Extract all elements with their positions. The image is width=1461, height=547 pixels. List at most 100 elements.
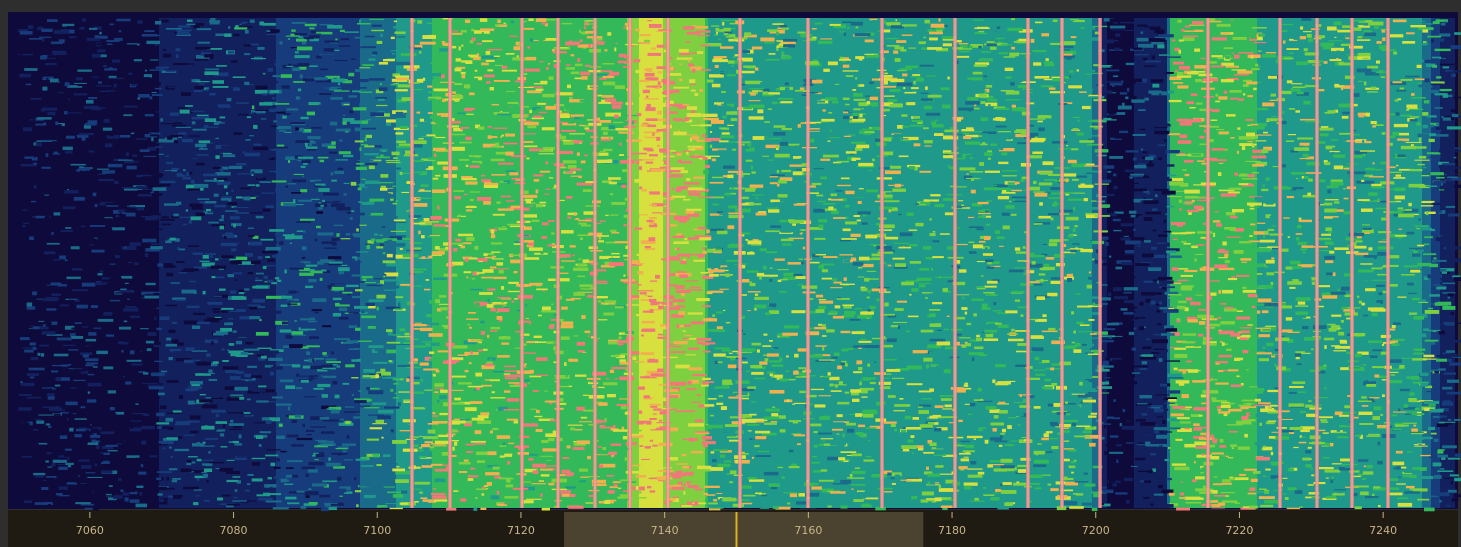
waterfall-streak — [1135, 403, 1147, 406]
waterfall-streak — [465, 164, 469, 167]
waterfall-column — [171, 18, 174, 508]
waterfall-streak — [1132, 134, 1146, 136]
waterfall-streak — [508, 382, 520, 384]
waterfall-streak — [904, 91, 917, 94]
waterfall-streak — [254, 89, 268, 94]
waterfall-streak — [1324, 469, 1341, 473]
waterfall-streak — [522, 27, 535, 30]
waterfall-streak — [760, 506, 770, 509]
waterfall-streak — [331, 450, 347, 453]
waterfall-streak — [1424, 507, 1435, 512]
waterfall-streak — [245, 341, 254, 345]
waterfall-streak — [840, 177, 850, 180]
waterfall-streak — [949, 185, 954, 188]
waterfall-streak — [899, 468, 910, 473]
waterfall-streak — [83, 60, 98, 65]
waterfall-streak — [145, 282, 156, 286]
waterfall-column — [345, 18, 348, 508]
waterfall-streak — [1004, 467, 1017, 471]
waterfall-column — [696, 18, 699, 508]
waterfall-streak — [1134, 164, 1147, 169]
waterfall-streak — [923, 199, 939, 202]
waterfall-streak — [189, 415, 201, 420]
waterfall-streak — [214, 242, 218, 247]
waterfall-streak — [51, 321, 58, 325]
waterfall-streak — [459, 418, 470, 421]
waterfall-streak — [1171, 267, 1179, 271]
waterfall-streak — [1172, 238, 1178, 240]
waterfall-streak — [1039, 202, 1043, 206]
waterfall-streak — [1241, 399, 1257, 402]
waterfall-streak — [818, 305, 827, 309]
waterfall-streak — [1388, 248, 1393, 251]
waterfall-streak — [235, 279, 238, 281]
waterfall-streak — [1063, 458, 1070, 462]
waterfall-streak — [484, 256, 495, 259]
waterfall-streak — [1009, 52, 1019, 57]
waterfall-streak — [1281, 430, 1294, 433]
waterfall-streak — [253, 195, 259, 198]
waterfall-streak — [1197, 231, 1213, 234]
waterfall-streak — [1238, 174, 1249, 177]
waterfall-streak — [84, 170, 95, 173]
waterfall-streak — [956, 260, 961, 264]
waterfall-streak — [689, 79, 696, 83]
waterfall-column — [1332, 18, 1335, 508]
waterfall-streak — [719, 25, 724, 30]
waterfall-column — [36, 18, 39, 508]
waterfall-streak — [1363, 281, 1368, 284]
waterfall-streak — [717, 103, 724, 106]
waterfall-streak — [669, 301, 673, 304]
waterfall-streak — [88, 396, 101, 400]
waterfall-streak — [541, 236, 548, 239]
waterfall-streak — [935, 465, 944, 468]
waterfall-streak — [839, 59, 851, 61]
waterfall-streak — [427, 77, 434, 80]
waterfall-column — [780, 18, 783, 508]
waterfall-column — [66, 18, 69, 508]
waterfall-streak — [886, 369, 901, 372]
waterfall-streak — [1223, 413, 1228, 417]
waterfall-streak — [716, 211, 724, 214]
waterfall-streak — [1271, 463, 1281, 466]
waterfall-streak — [740, 202, 754, 206]
waterfall-streak — [820, 420, 835, 423]
waterfall-streak — [884, 200, 900, 203]
waterfall-streak — [1198, 73, 1213, 77]
waterfall-streak — [1041, 360, 1050, 363]
waterfall-streak — [505, 133, 515, 137]
waterfall-streak — [1393, 177, 1406, 179]
waterfall-streak — [258, 497, 273, 501]
waterfall-streak — [947, 165, 950, 168]
waterfall-streak — [1407, 282, 1414, 286]
waterfall-streak — [226, 202, 238, 205]
waterfall-streak — [1195, 102, 1203, 105]
waterfall-streak — [53, 151, 58, 154]
waterfall-streak — [1168, 133, 1181, 136]
waterfall-streak — [1106, 69, 1120, 72]
waterfall-streak — [483, 184, 499, 188]
waterfall-column — [1068, 18, 1071, 508]
waterfall-streak — [467, 312, 476, 314]
waterfall-streak — [561, 129, 577, 132]
waterfall-streak — [60, 405, 77, 409]
waterfall-streak — [363, 369, 376, 373]
waterfall-streak — [638, 137, 646, 139]
waterfall-streak — [46, 334, 63, 336]
waterfall-streak — [65, 281, 80, 284]
waterfall-streak — [788, 378, 796, 381]
waterfall-streak — [291, 419, 297, 423]
waterfall-streak — [1142, 156, 1147, 159]
waterfall-streak — [1137, 403, 1148, 405]
waterfall-streak — [319, 277, 323, 281]
waterfall-streak — [191, 79, 201, 83]
waterfall-streak — [1235, 420, 1252, 425]
waterfall-streak — [29, 376, 37, 379]
waterfall-streak — [581, 31, 589, 35]
waterfall-streak — [1238, 183, 1249, 186]
waterfall-streak — [1156, 309, 1161, 313]
waterfall-streak — [856, 360, 863, 365]
waterfall-column — [537, 18, 540, 508]
waterfall-streak — [962, 132, 970, 135]
waterfall-streak — [370, 159, 382, 162]
